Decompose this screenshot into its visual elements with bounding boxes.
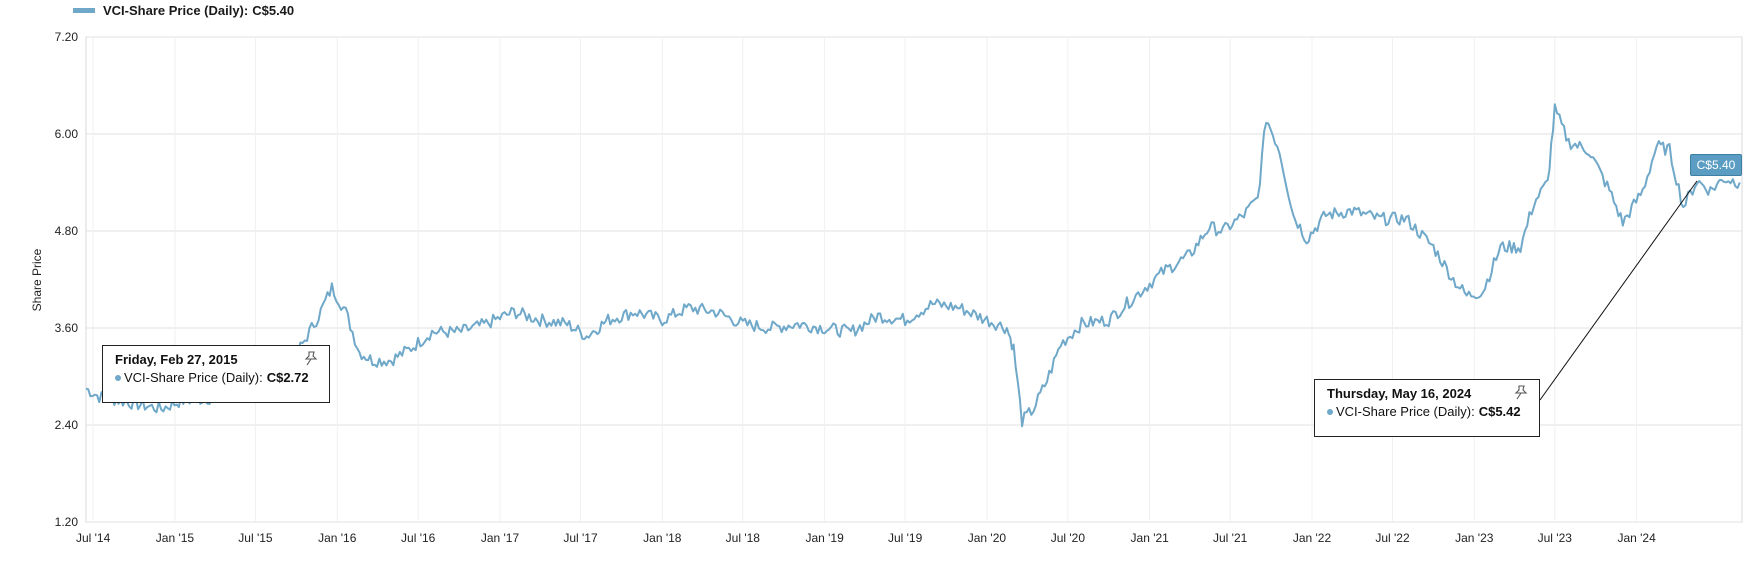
x-tick-label: Jan '16 <box>318 531 357 545</box>
x-tick-label: Jan '17 <box>481 531 520 545</box>
tooltip-card-feb-2015[interactable]: Friday, Feb 27, 2015 VCI-Share Price (Da… <box>102 345 330 403</box>
tooltip-series-label: VCI-Share Price (Daily): <box>1336 404 1475 419</box>
y-tick-label: 4.80 <box>55 224 79 238</box>
legend-swatch <box>73 8 95 13</box>
x-tick-label: Jul '16 <box>401 531 436 545</box>
series-dot-icon <box>115 374 121 381</box>
tooltip-date: Thursday, May 16, 2024 <box>1327 386 1472 401</box>
pin-icon[interactable] <box>1513 384 1529 400</box>
y-axis-ticks: 7.20 6.00 4.80 3.60 2.40 1.20 <box>55 30 79 529</box>
last-price-callout: C$5.40 <box>1690 154 1742 176</box>
x-tick-label: Jan '22 <box>1293 531 1332 545</box>
x-tick-label: Jul '18 <box>726 531 761 545</box>
legend-current-value: C$5.40 <box>252 3 295 18</box>
x-tick-label: Jul '20 <box>1051 531 1086 545</box>
x-tick-label: Jul '21 <box>1213 531 1248 545</box>
plot-frame <box>85 36 1743 523</box>
grid-lines <box>85 36 1743 523</box>
x-tick-label: Jan '19 <box>805 531 844 545</box>
x-tick-label: Jan '20 <box>968 531 1007 545</box>
tooltip-series-label: VCI-Share Price (Daily): <box>124 370 263 385</box>
x-tick-label: Jul '19 <box>888 531 923 545</box>
y-tick-label: 2.40 <box>55 418 79 432</box>
x-tick-label: Jul '15 <box>238 531 273 545</box>
x-tick-label: Jan '18 <box>643 531 682 545</box>
x-tick-label: Jan '24 <box>1617 531 1656 545</box>
y-tick-label: 6.00 <box>55 127 79 141</box>
chart-legend[interactable]: VCI-Share Price (Daily): C$5.40 <box>73 3 294 18</box>
series-layer <box>85 103 1741 428</box>
tooltip-value: C$2.72 <box>266 370 309 385</box>
pin-icon[interactable] <box>303 350 319 366</box>
y-axis-label: Share Price <box>30 248 44 311</box>
tooltip-value: C$5.42 <box>1478 404 1521 419</box>
y-tick-label: 7.20 <box>55 30 79 44</box>
tooltip-card-may-2024[interactable]: Thursday, May 16, 2024 VCI-Share Price (… <box>1314 379 1540 437</box>
x-tick-label: Jan '21 <box>1131 531 1170 545</box>
x-tick-label: Jan '15 <box>156 531 195 545</box>
series-dot-icon <box>1327 408 1333 415</box>
x-tick-label: Jul '17 <box>563 531 598 545</box>
x-tick-label: Jul '14 <box>76 531 111 545</box>
series-line <box>85 103 1741 428</box>
y-tick-label: 3.60 <box>55 321 79 335</box>
x-tick-label: Jul '23 <box>1538 531 1573 545</box>
y-tick-label: 1.20 <box>55 515 79 529</box>
x-axis-ticks: Jul '14 Jan '15 Jul '15 Jan '16 Jul '16 Jan '… <box>76 531 1656 545</box>
legend-series-label: VCI-Share Price (Daily): <box>103 3 249 18</box>
tooltip-connector-line <box>1539 180 1698 401</box>
tooltip-date: Friday, Feb 27, 2015 <box>115 352 238 367</box>
x-tick-label: Jul '22 <box>1375 531 1410 545</box>
x-tick-label: Jan '23 <box>1455 531 1494 545</box>
